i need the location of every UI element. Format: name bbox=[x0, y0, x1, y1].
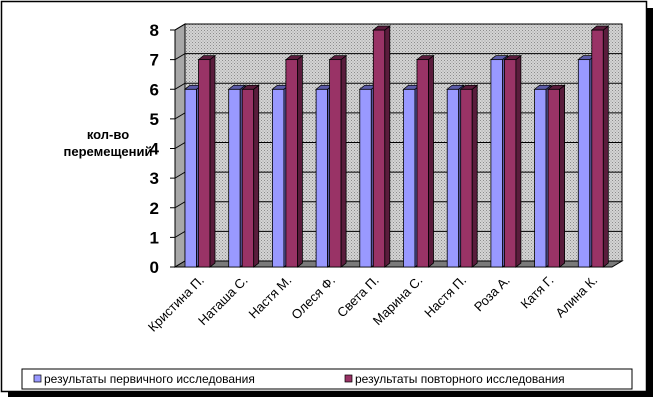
bar-side bbox=[384, 25, 391, 268]
bar-side bbox=[296, 54, 303, 268]
bar-top bbox=[446, 84, 465, 90]
legend-label: результаты повторного исследования bbox=[355, 372, 565, 386]
bar-front bbox=[503, 59, 517, 268]
bar-front bbox=[271, 88, 285, 268]
gridline-side bbox=[174, 23, 186, 31]
bar-front bbox=[416, 59, 429, 268]
bar-top bbox=[459, 84, 479, 90]
bar bbox=[415, 54, 435, 268]
bar-front bbox=[490, 59, 503, 268]
y-axis-label-line: кол-во bbox=[87, 127, 129, 142]
bar-top bbox=[503, 55, 523, 61]
legend-label: результаты первичного исследования bbox=[44, 372, 255, 386]
bar-side bbox=[515, 54, 522, 268]
bar-top bbox=[227, 84, 247, 90]
bar-top bbox=[489, 55, 509, 61]
bar-top bbox=[328, 55, 348, 61]
bar-front bbox=[329, 59, 342, 268]
bar bbox=[284, 54, 304, 268]
bar-top bbox=[546, 84, 566, 90]
bar-side bbox=[428, 54, 434, 268]
bar bbox=[459, 84, 479, 268]
bar-side bbox=[253, 84, 260, 268]
y-tick-labels: 0 1 2 3 4 5 6 7 8 bbox=[150, 21, 175, 277]
bar-front bbox=[591, 29, 604, 268]
y-tick-label: 7 bbox=[150, 51, 159, 70]
gridline-side bbox=[174, 53, 186, 61]
y-axis-label: кол-во перемещений bbox=[64, 127, 153, 159]
bar-front bbox=[534, 88, 547, 268]
gridline-side bbox=[174, 201, 186, 209]
chart-shadow-right bbox=[647, 8, 653, 396]
y-tick-label: 2 bbox=[150, 199, 159, 218]
bar-front bbox=[359, 88, 372, 268]
bar-top bbox=[415, 55, 435, 61]
bar bbox=[546, 84, 566, 268]
y-tick-label: 1 bbox=[150, 228, 159, 247]
bar-front bbox=[372, 29, 386, 268]
bar-top bbox=[533, 84, 553, 90]
bar-front bbox=[446, 88, 460, 268]
legend-swatch bbox=[33, 374, 42, 383]
bars bbox=[183, 25, 610, 268]
legend-box bbox=[21, 368, 633, 390]
bar-front bbox=[403, 88, 416, 268]
bar-front bbox=[577, 59, 591, 268]
gridline-side bbox=[174, 112, 186, 120]
bar-front bbox=[285, 59, 298, 268]
bar-front bbox=[184, 88, 197, 268]
bar-top bbox=[284, 55, 304, 61]
bar-front bbox=[547, 88, 560, 268]
bar-front bbox=[198, 59, 211, 268]
bar-front bbox=[241, 88, 255, 268]
bar bbox=[372, 25, 391, 268]
bar-side bbox=[209, 54, 216, 268]
bar bbox=[241, 84, 260, 268]
bar-side bbox=[602, 25, 609, 268]
bar-side bbox=[340, 54, 347, 268]
y-tick-label: 3 bbox=[150, 169, 159, 188]
bar-top bbox=[372, 25, 391, 31]
y-tick-label: 6 bbox=[150, 80, 159, 99]
bar bbox=[590, 25, 610, 268]
chart-shadow-bottom bbox=[8, 392, 653, 397]
y-axis-label-line: перемещений bbox=[64, 144, 153, 159]
y-tick-label: 8 bbox=[150, 21, 159, 40]
gridline-side bbox=[174, 142, 186, 149]
legend-swatch bbox=[344, 374, 353, 383]
gridline-side bbox=[174, 82, 186, 90]
bar-front bbox=[315, 88, 329, 268]
legend: результаты первичного исследования резуль… bbox=[21, 368, 633, 390]
bar-top bbox=[197, 55, 217, 61]
bar-front bbox=[228, 88, 241, 268]
bar bbox=[328, 54, 348, 268]
bar-side bbox=[559, 84, 565, 268]
y-tick-label: 5 bbox=[150, 110, 159, 129]
gridline-side bbox=[174, 171, 186, 179]
bar-top bbox=[590, 25, 610, 31]
bar bbox=[197, 54, 217, 268]
gridline-side bbox=[174, 230, 186, 238]
bar bbox=[503, 54, 523, 268]
y-tick-label: 4 bbox=[150, 140, 160, 159]
bar-front bbox=[460, 88, 473, 268]
y-tick-label: 0 bbox=[150, 258, 159, 277]
bar-top bbox=[241, 84, 260, 90]
bar-side bbox=[471, 84, 478, 268]
